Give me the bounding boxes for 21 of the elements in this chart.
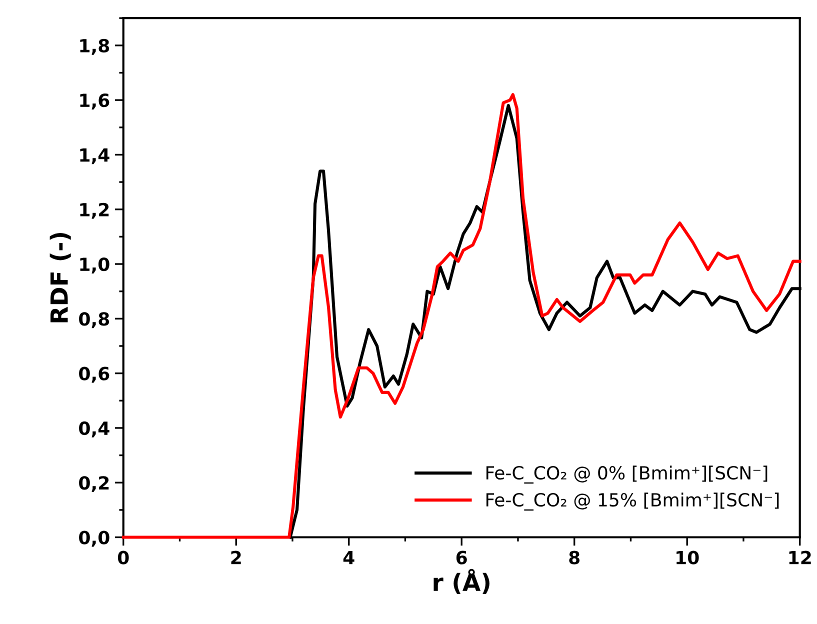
y-tick-label: 1,4 — [80, 148, 110, 164]
y-tick-label: 0,6 — [79, 366, 110, 383]
x-tick-label: 10 — [676, 550, 699, 564]
y-tick-label: 0,2 — [79, 476, 109, 492]
x-tick-label: 12 — [789, 550, 811, 564]
y-tick-label: 0,4 — [79, 421, 110, 438]
legend-label: Fe-C_CO₂ @ 15% [Bmim⁺][SCN⁻] — [486, 492, 779, 511]
y-tick-label: 0,8 — [79, 312, 110, 328]
legend-label: Fe-C_CO₂ @ 0% [Bmim⁺][SCN⁻] — [486, 466, 768, 484]
x-axis-title: r (Å) — [434, 568, 490, 594]
x-tick-label: 8 — [569, 550, 580, 564]
x-tick-label: 2 — [231, 550, 241, 564]
y-tick-label: 1,6 — [80, 94, 110, 110]
y-axis-title: RDF (-) — [50, 232, 71, 322]
y-tick-label: 1,0 — [80, 257, 110, 274]
y-tick-label: 1,8 — [80, 38, 110, 55]
y-tick-label: 1,2 — [80, 202, 109, 219]
x-tick-label: 0 — [118, 550, 129, 564]
y-tick-label: 0,0 — [79, 530, 110, 547]
x-tick-label: 4 — [343, 551, 354, 564]
x-tick-label: 6 — [456, 550, 467, 564]
